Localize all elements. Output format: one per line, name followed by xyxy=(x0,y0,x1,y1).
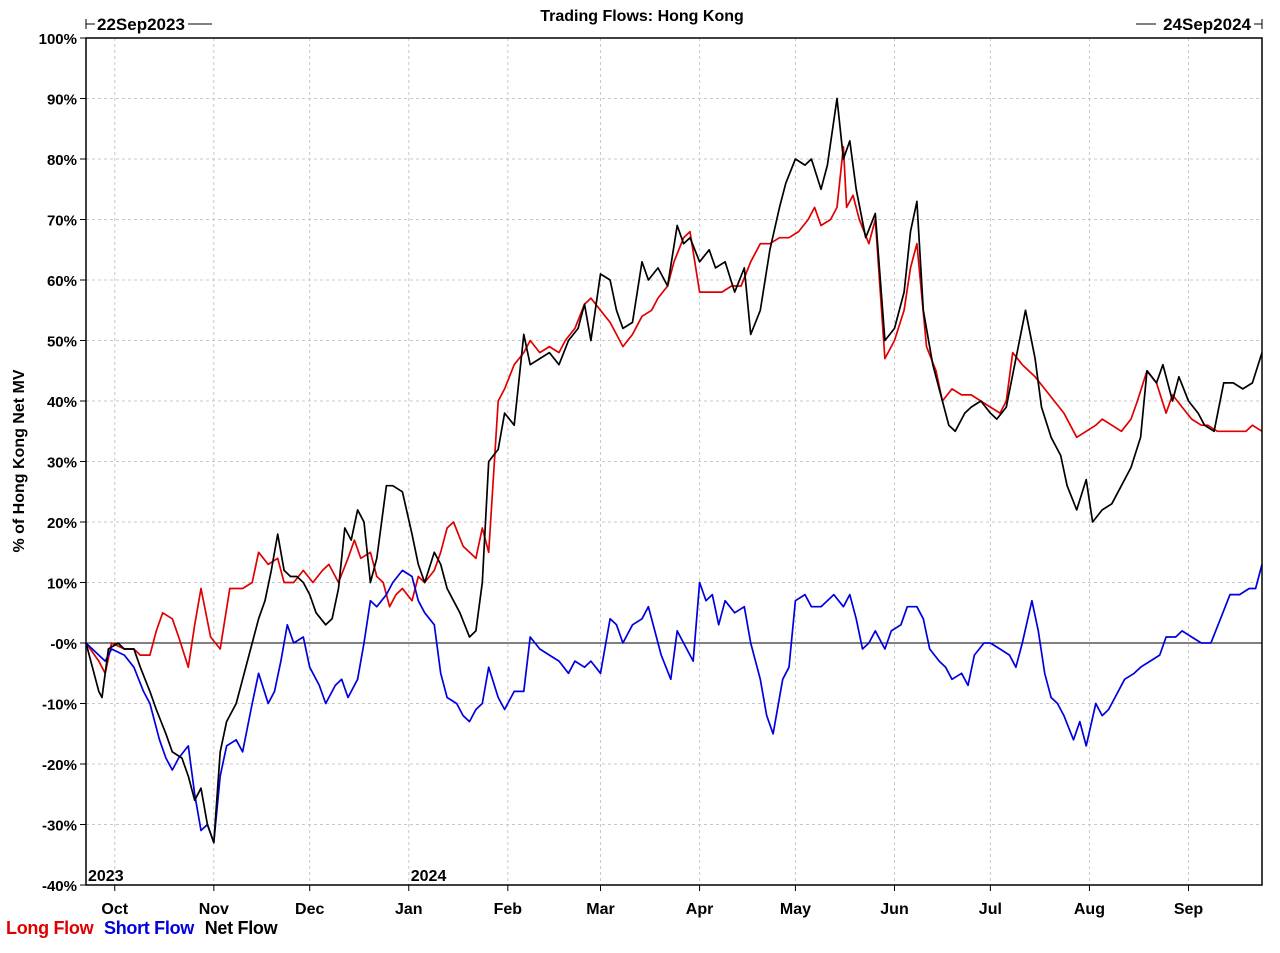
x-tick-label: Oct xyxy=(101,901,128,918)
y-tick-label: -40% xyxy=(42,878,77,895)
y-axis-ticks: -40% -30% -20% -10% -0% 10% 20% 30% 40% 50% 60% 70%… xyxy=(39,31,86,895)
y-tick-label: 80% xyxy=(47,152,77,169)
y-tick-label: 60% xyxy=(47,273,77,290)
y-tick-label: 50% xyxy=(47,334,77,351)
y-tick-label: -20% xyxy=(42,757,77,774)
start-date-label: 22Sep2023 xyxy=(97,15,185,34)
x-axis-ticks: Oct Nov Dec Jan Feb Mar Apr May Jun Jul Aug Sep xyxy=(101,885,1203,918)
x-tick-label: Apr xyxy=(686,901,714,918)
x-tick-label: Aug xyxy=(1074,901,1105,918)
y-tick-label: 40% xyxy=(47,394,77,411)
x-tick-label: Feb xyxy=(494,901,523,918)
legend-short-flow: Short Flow xyxy=(103,918,194,938)
y-tick-label: 100% xyxy=(39,31,77,48)
end-date-label: 24Sep2024 xyxy=(1163,15,1251,34)
chart-legend: Long Flow Short Flow Net Flow xyxy=(6,918,283,939)
x-tick-label: Jul xyxy=(979,901,1002,918)
x-tick-label: Mar xyxy=(586,901,614,918)
y-tick-label: 90% xyxy=(47,92,77,109)
x-tick-label: Jan xyxy=(395,901,423,918)
year-label: 2024 xyxy=(411,868,447,885)
x-tick-label: Jun xyxy=(880,901,908,918)
start-date-marker: 22Sep2023 xyxy=(85,15,212,34)
legend-long-flow: Long Flow xyxy=(6,918,94,938)
x-tick-label: Nov xyxy=(199,901,229,918)
year-label: 2023 xyxy=(88,868,124,885)
y-tick-label: -30% xyxy=(42,818,77,835)
x-tick-label: Dec xyxy=(295,901,324,918)
long-flow-line xyxy=(85,146,1263,675)
net-flow-line xyxy=(85,97,1263,844)
x-tick-label: Sep xyxy=(1174,901,1204,918)
y-tick-label: -10% xyxy=(42,697,77,714)
x-tick-label: May xyxy=(780,901,811,918)
chart-title: Trading Flows: Hong Kong xyxy=(540,8,744,25)
y-tick-label: 70% xyxy=(47,213,77,230)
end-date-marker: 24Sep2024 xyxy=(1136,15,1263,34)
y-axis-label: % of Hong Kong Net MV xyxy=(11,369,28,552)
legend-net-flow: Net Flow xyxy=(204,918,278,938)
y-tick-label: -0% xyxy=(50,636,77,653)
y-tick-label: 10% xyxy=(47,576,77,593)
y-tick-label: 20% xyxy=(47,515,77,532)
grid-lines xyxy=(86,38,1262,885)
y-tick-label: 30% xyxy=(47,455,77,472)
short-flow-line xyxy=(85,564,1263,844)
year-labels: 2023 2024 xyxy=(88,868,446,885)
series-lines xyxy=(85,97,1263,844)
